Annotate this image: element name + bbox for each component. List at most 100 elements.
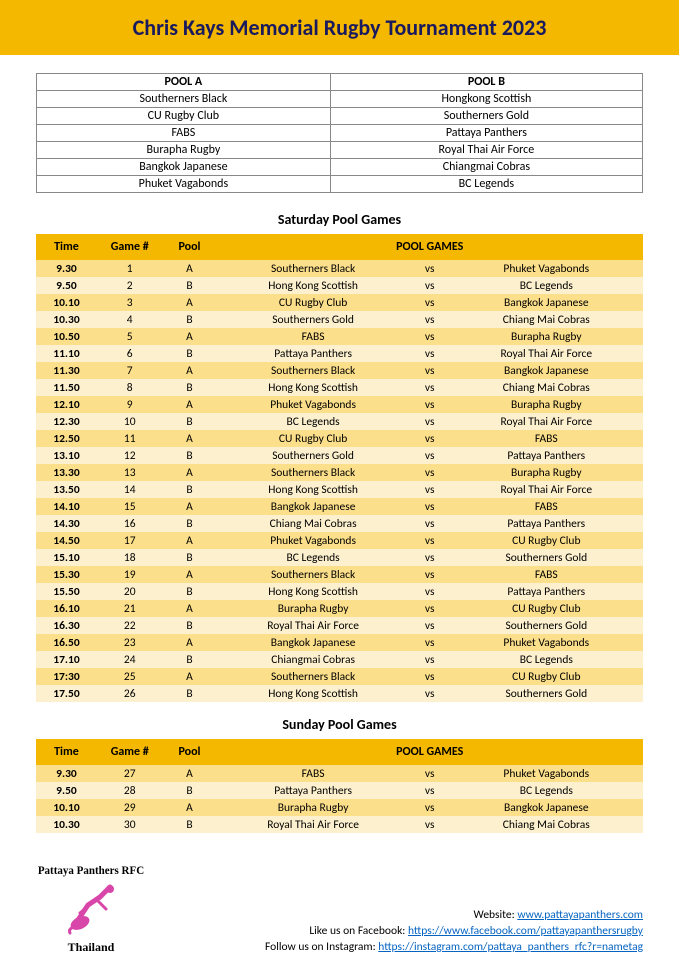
game-number: 29 [97, 799, 163, 816]
col-poolgames: POOL GAMES [216, 739, 643, 765]
game-team2: Phuket Vagabonds [450, 634, 643, 651]
game-vs: vs [410, 464, 450, 481]
game-vs: vs [410, 668, 450, 685]
pool-cell: CU Rugby Club [37, 108, 331, 125]
game-row: 9.5028BPattaya PanthersvsBC Legends [36, 782, 643, 799]
sunday-games-table: TimeGame #PoolPOOL GAMES 9.3027AFABSvsPh… [36, 739, 643, 833]
col-game: Game # [97, 739, 163, 765]
game-row: 16.5023ABangkok JapanesevsPhuket Vagabon… [36, 634, 643, 651]
game-team2: Southerners Gold [450, 617, 643, 634]
game-team1: Hong Kong Scottish [216, 685, 409, 702]
logo-bottom-text: Thailand [36, 940, 146, 955]
game-team2: Phuket Vagabonds [450, 260, 643, 277]
game-team2: Bangkok Japanese [450, 362, 643, 379]
game-number: 1 [97, 260, 163, 277]
game-vs: vs [410, 345, 450, 362]
game-number: 14 [97, 481, 163, 498]
panther-icon [66, 883, 116, 935]
game-team2: Southerners Gold [450, 549, 643, 566]
game-time: 10.10 [36, 294, 97, 311]
game-number: 23 [97, 634, 163, 651]
game-number: 20 [97, 583, 163, 600]
game-number: 7 [97, 362, 163, 379]
game-team1: BC Legends [216, 413, 409, 430]
game-number: 13 [97, 464, 163, 481]
game-pool: A [163, 532, 217, 549]
game-vs: vs [410, 277, 450, 294]
instagram-link[interactable]: https://instagram.com/pattaya_panthers_r… [378, 940, 643, 954]
game-pool: A [163, 294, 217, 311]
game-vs: vs [410, 782, 450, 799]
game-vs: vs [410, 566, 450, 583]
game-number: 9 [97, 396, 163, 413]
game-pool: A [163, 430, 217, 447]
game-time: 9.30 [36, 260, 97, 277]
game-row: 9.502BHong Kong ScottishvsBC Legends [36, 277, 643, 294]
game-time: 10.10 [36, 799, 97, 816]
game-team1: Royal Thai Air Force [216, 617, 409, 634]
game-number: 15 [97, 498, 163, 515]
col-time: Time [36, 234, 97, 260]
game-time: 13.30 [36, 464, 97, 481]
game-team1: Phuket Vagabonds [216, 396, 409, 413]
game-vs: vs [410, 532, 450, 549]
game-team2: BC Legends [450, 651, 643, 668]
game-number: 18 [97, 549, 163, 566]
footer: Pattaya Panthers RFC Thailand Website: w… [0, 859, 679, 971]
game-pool: A [163, 260, 217, 277]
game-row: 15.1018BBC LegendsvsSoutherners Gold [36, 549, 643, 566]
game-time: 11.50 [36, 379, 97, 396]
game-team2: Royal Thai Air Force [450, 345, 643, 362]
game-team1: Royal Thai Air Force [216, 816, 409, 833]
club-logo: Pattaya Panthers RFC Thailand [36, 865, 146, 955]
game-pool: A [163, 799, 217, 816]
game-team2: Burapha Rugby [450, 396, 643, 413]
pool-row: CU Rugby ClubSoutherners Gold [37, 108, 643, 125]
game-time: 9.50 [36, 277, 97, 294]
game-number: 25 [97, 668, 163, 685]
game-team1: Hong Kong Scottish [216, 583, 409, 600]
game-team2: Pattaya Panthers [450, 583, 643, 600]
game-number: 21 [97, 600, 163, 617]
game-team1: Chiangmai Cobras [216, 651, 409, 668]
website-link[interactable]: www.pattayapanthers.com [517, 908, 643, 922]
game-time: 12.10 [36, 396, 97, 413]
game-team2: FABS [450, 566, 643, 583]
game-time: 13.10 [36, 447, 97, 464]
game-row: 14.3016BChiang Mai CobrasvsPattaya Panth… [36, 515, 643, 532]
game-pool: A [163, 328, 217, 345]
game-row: 16.3022BRoyal Thai Air ForcevsSoutherner… [36, 617, 643, 634]
game-team2: Phuket Vagabonds [450, 765, 643, 782]
game-pool: A [163, 765, 217, 782]
game-time: 15.50 [36, 583, 97, 600]
facebook-link[interactable]: https://www.facebook.com/pattayapanthers… [408, 924, 643, 938]
pool-table: POOL APOOL B Southerners BlackHongkong S… [36, 73, 643, 193]
game-pool: B [163, 447, 217, 464]
game-time: 14.10 [36, 498, 97, 515]
game-vs: vs [410, 311, 450, 328]
game-row: 15.3019ASoutherners BlackvsFABS [36, 566, 643, 583]
pool-cell: BC Legends [330, 176, 642, 193]
game-number: 24 [97, 651, 163, 668]
game-vs: vs [410, 294, 450, 311]
game-pool: A [163, 600, 217, 617]
game-time: 11.30 [36, 362, 97, 379]
game-pool: A [163, 396, 217, 413]
game-pool: B [163, 685, 217, 702]
content-area: POOL APOOL B Southerners BlackHongkong S… [0, 55, 679, 859]
game-vs: vs [410, 498, 450, 515]
game-row: 16.1021ABurapha RugbyvsCU Rugby Club [36, 600, 643, 617]
game-time: 14.30 [36, 515, 97, 532]
game-pool: A [163, 464, 217, 481]
game-team1: Bangkok Japanese [216, 634, 409, 651]
game-team2: Bangkok Japanese [450, 294, 643, 311]
col-game: Game # [97, 234, 163, 260]
game-time: 9.50 [36, 782, 97, 799]
game-vs: vs [410, 765, 450, 782]
saturday-title: Saturday Pool Games [36, 211, 643, 228]
game-team2: Royal Thai Air Force [450, 481, 643, 498]
game-number: 6 [97, 345, 163, 362]
game-vs: vs [410, 549, 450, 566]
game-pool: B [163, 481, 217, 498]
game-number: 22 [97, 617, 163, 634]
